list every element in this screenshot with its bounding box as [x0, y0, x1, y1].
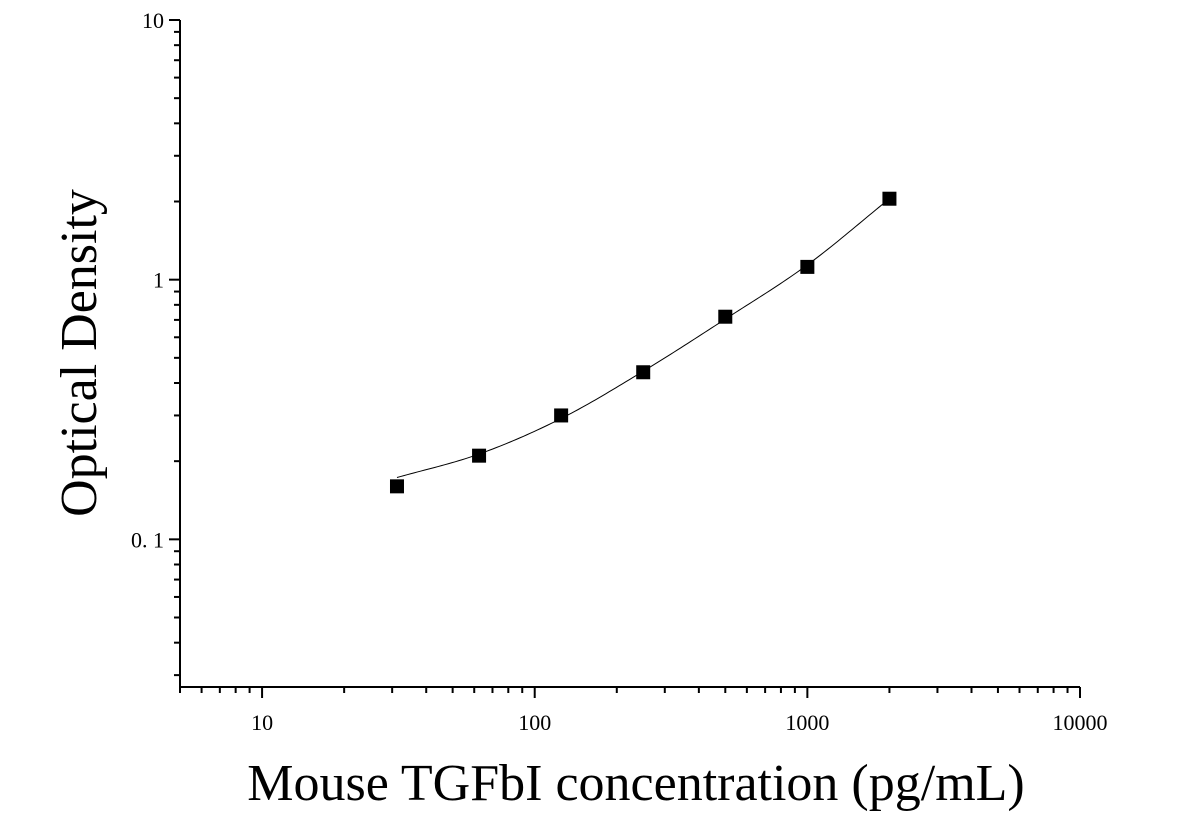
- fit-curve: [396, 198, 890, 479]
- x-axis-title: Mouse TGFbI concentration (pg/mL): [247, 755, 1024, 812]
- data-point: [800, 259, 815, 274]
- data-points: [389, 191, 897, 494]
- data-point: [472, 448, 487, 463]
- y-tick-label: 0. 1: [131, 527, 164, 552]
- x-tick-label: 10: [251, 710, 273, 735]
- data-point: [554, 408, 569, 423]
- y-axis-title: Optical Density: [51, 189, 108, 517]
- data-point: [389, 479, 404, 494]
- y-tick-label: 1: [153, 268, 164, 293]
- x-ticks: [179, 687, 1081, 698]
- y-ticks: [169, 19, 180, 677]
- x-tick-label: 10000: [1053, 710, 1108, 735]
- x-tick-labels: 10 100 1000 10000: [251, 710, 1107, 735]
- data-point: [636, 365, 651, 380]
- axes: [179, 20, 1080, 688]
- y-tick-label: 10: [142, 8, 164, 33]
- data-point: [718, 309, 733, 324]
- x-tick-label: 1000: [785, 710, 829, 735]
- x-tick-label: 100: [518, 710, 551, 735]
- data-point: [882, 191, 897, 206]
- y-tick-labels: 0. 1 1 10: [131, 8, 164, 552]
